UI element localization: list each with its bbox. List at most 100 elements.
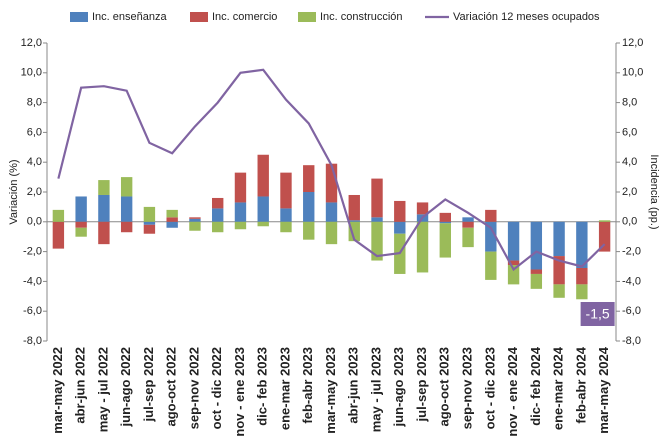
bar-segment (234, 221, 247, 230)
x-tick-label: ago-oct 2023 (437, 347, 452, 426)
y2-tick-label: 0,0 (622, 216, 637, 228)
legend-label: Inc. construcción (320, 11, 403, 23)
bar-segment (166, 217, 178, 222)
bar-segment (530, 221, 543, 270)
x-tick-label: jul-sep 2023 (414, 347, 429, 422)
bar-segment (98, 194, 110, 222)
x-tick-label: feb-abr 2023 (300, 347, 315, 424)
bar-segment (371, 221, 383, 261)
y2-tick-label: 6,0 (622, 126, 637, 138)
x-tick-label: mar-may 2024 (596, 346, 611, 433)
y-tick-label: 10,0 (21, 67, 42, 79)
x-tick-label: sep-nov 2022 (186, 347, 201, 429)
y-tick-label: 12,0 (21, 37, 42, 49)
bar-segment (553, 256, 565, 285)
x-tick-label: abr-jun 2022 (73, 347, 88, 424)
bar-segment (280, 172, 292, 209)
x-tick-label: oct - dic 2023 (482, 347, 497, 429)
x-tick-label: jun-ago 2022 (118, 347, 133, 427)
x-tick-label: oct - dic 2022 (209, 347, 224, 429)
y-tick-label: 8,0 (27, 97, 42, 109)
x-tick-label: may - jul 2022 (95, 347, 110, 432)
bar-segment (212, 197, 224, 209)
bar-segment (485, 209, 497, 222)
bar-segment (439, 221, 451, 224)
bar-segment (189, 221, 201, 231)
bar-segment (257, 196, 269, 222)
x-tick-label: ago-oct 2022 (164, 347, 179, 426)
bar-segment (75, 227, 87, 237)
y-tick-label: -8,0 (23, 335, 42, 347)
y2-tick-label: 2,0 (622, 186, 637, 198)
legend-label: Variación 12 meses ocupados (453, 11, 600, 23)
x-tick-label: ene-mar 2024 (551, 346, 566, 430)
bar-segment (530, 273, 543, 289)
bar-segment (212, 221, 224, 233)
y-tick-label: 4,0 (27, 156, 42, 168)
legend-label: Inc. enseñanza (92, 11, 167, 23)
x-tick-label: abr-jun 2023 (346, 347, 361, 424)
bar-segment (257, 154, 269, 197)
bar-segment (507, 265, 520, 285)
bar-segment (120, 221, 133, 233)
x-tick-label: nov - ene 2023 (232, 347, 247, 437)
x-tick-label: jul-sep 2022 (141, 347, 156, 422)
x-tick-label: feb-abr 2024 (573, 346, 588, 423)
bar-segment (166, 221, 178, 228)
y2-tick-label: -6,0 (622, 305, 641, 317)
bar-segment (507, 221, 520, 261)
y2-tick-label: 12,0 (622, 37, 643, 49)
bar-segment (325, 163, 338, 203)
bar-segment (553, 284, 565, 298)
bar-segment (257, 221, 269, 227)
bar-segment (348, 221, 360, 242)
bar-segment (598, 220, 611, 222)
y-axis-label: Variación (%) (8, 159, 20, 224)
bar-segment (234, 202, 247, 222)
bar-segment (416, 221, 429, 273)
bar-segment (576, 267, 588, 285)
y2-tick-label: -8,0 (622, 335, 641, 347)
bar-segment (462, 227, 474, 248)
bar-segment (371, 178, 383, 218)
bar-segment (303, 192, 315, 222)
bar-segment (234, 172, 247, 203)
bar-segment (371, 217, 383, 222)
bar-segment (280, 208, 292, 222)
x-tick-label: dic- feb 2024 (528, 346, 543, 426)
bar-segment (75, 196, 87, 222)
y2-tick-label: 10,0 (622, 67, 643, 79)
annotation: -1,5 (586, 306, 610, 322)
y-tick-label: 6,0 (27, 126, 42, 138)
bar-segment (439, 212, 451, 222)
bar-segment (348, 194, 360, 221)
x-tick-label: dic- feb 2023 (255, 347, 270, 426)
x-tick-label: ene-mar 2023 (277, 347, 292, 430)
bar-segment (120, 196, 133, 222)
bar-segment (485, 221, 497, 252)
x-tick-label: mar-may 2022 (50, 347, 65, 434)
bar-segment (576, 221, 588, 268)
bar-segment (189, 218, 201, 222)
bar-segment (439, 223, 451, 258)
y-tick-label: -2,0 (23, 246, 42, 258)
legend-swatch (190, 12, 208, 22)
line (57, 68, 606, 272)
y-tick-label: 2,0 (27, 186, 42, 198)
x-tick-label: mar-may 2023 (323, 347, 338, 434)
bar-segment (98, 221, 110, 245)
x-tick-label: nov - ene 2024 (505, 346, 520, 436)
bar-segment (120, 177, 133, 197)
bar-segment (598, 221, 611, 252)
bar-segment (348, 220, 360, 222)
bar-segment (553, 221, 565, 257)
y2-tick-label: -4,0 (622, 275, 641, 287)
bar-segment (394, 200, 406, 222)
y-tick-label: -6,0 (23, 305, 42, 317)
legend-swatch (70, 12, 88, 22)
y2-tick-label: -2,0 (622, 246, 641, 258)
y2-tick-label: 8,0 (622, 97, 637, 109)
y-tick-label: 0,0 (27, 216, 42, 228)
bar-segment (52, 209, 65, 222)
bar-segment (462, 221, 474, 228)
